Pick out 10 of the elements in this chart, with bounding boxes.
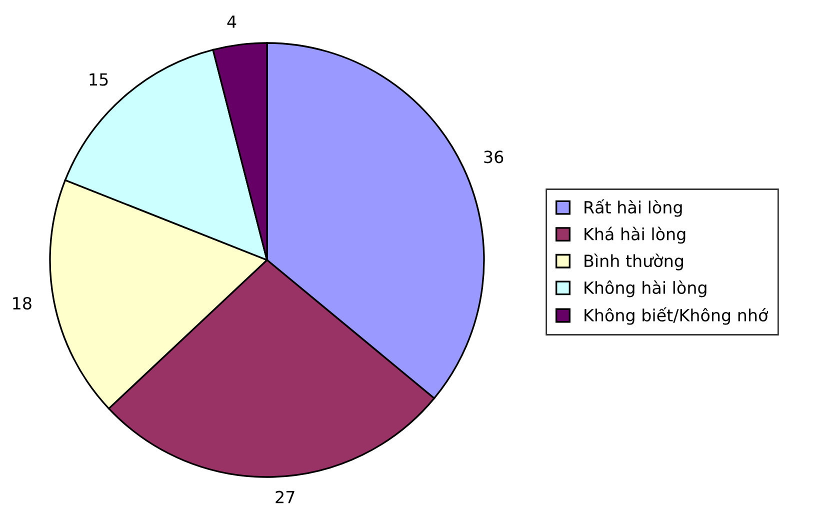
legend-label: Không hài lòng: [584, 280, 706, 298]
data-label: 18: [13, 296, 32, 310]
data-label: 36: [484, 150, 504, 164]
data-label: 15: [90, 73, 108, 86]
data-label: 4: [227, 16, 236, 28]
legend-label: Bình thường: [584, 254, 683, 270]
data-label: 27: [276, 490, 294, 504]
legend-label: Rất hài lòng: [584, 199, 682, 217]
legend-label: Không biết/Không nhớ: [584, 307, 768, 325]
legend-label: Khá hài lòng: [584, 226, 686, 244]
